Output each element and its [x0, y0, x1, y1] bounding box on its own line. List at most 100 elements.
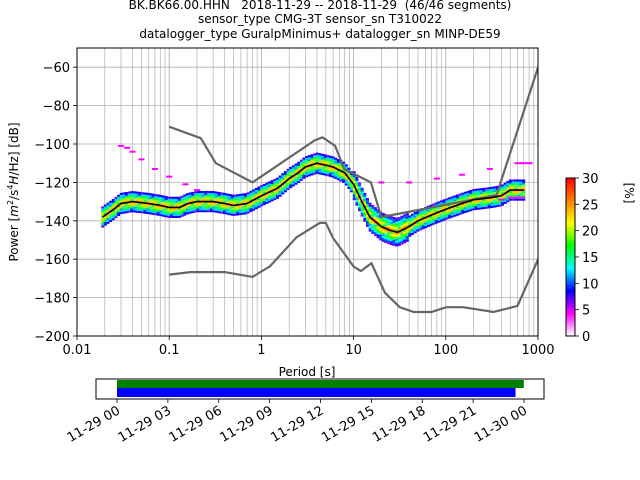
psd-cell: [130, 193, 134, 196]
psd-cell: [241, 210, 245, 213]
psd-cell: [450, 207, 454, 210]
psd-cell: [469, 195, 473, 198]
psd-cell: [376, 224, 380, 227]
psd-cell: [445, 211, 449, 214]
psd-cell: [381, 232, 385, 235]
psd-cell: [392, 224, 396, 227]
psd-cell: [130, 194, 134, 197]
psd-cell: [358, 197, 362, 200]
psd-cell: [352, 178, 356, 181]
psd-cell: [275, 185, 279, 188]
psd-cell: [323, 156, 327, 159]
psd-cell: [156, 196, 160, 199]
psd-cell: [175, 214, 179, 217]
psd-cell: [365, 213, 369, 216]
psd-cell: [395, 238, 399, 241]
psd-cell: [183, 196, 187, 199]
psd-cell: [238, 195, 242, 198]
psd-cell: [384, 239, 388, 242]
psd-cell: [225, 212, 229, 215]
psd-cell: [469, 190, 473, 193]
psd-cell: [159, 198, 163, 201]
psd-cell: [281, 175, 285, 178]
psd-cell: [456, 196, 460, 199]
psd-cell: [225, 201, 229, 204]
psd-cell: [320, 167, 324, 170]
psd-cell: [307, 160, 311, 163]
psd-cell: [320, 172, 324, 175]
psd-cell: [209, 196, 213, 199]
psd-cell: [170, 204, 174, 207]
psd-cell: [477, 188, 481, 191]
psd-cell: [360, 210, 364, 213]
psd-cell: [506, 182, 510, 185]
psd-cell: [347, 183, 351, 186]
psd-cell: [270, 185, 274, 188]
psd-cell: [511, 198, 515, 201]
psd-cell: [477, 201, 481, 204]
psd-cell: [283, 188, 287, 191]
psd-cell: [183, 200, 187, 203]
psd-cell: [424, 220, 428, 223]
psd-cell: [379, 234, 383, 237]
psd-cell: [241, 201, 245, 204]
psd-cell: [440, 211, 444, 214]
psd-cell: [313, 161, 317, 164]
psd-cell: [114, 214, 118, 217]
psd-cell: [421, 225, 425, 228]
psd-cell: [339, 168, 343, 171]
psd-cell: [516, 187, 520, 190]
psd-cell: [514, 194, 518, 197]
psd-cell: [305, 171, 309, 174]
psd-cell: [368, 227, 372, 230]
psd-cell: [381, 234, 385, 237]
psd-cell: [442, 216, 446, 219]
psd-cell: [405, 224, 409, 227]
psd-cell: [368, 202, 372, 205]
psd-cell: [326, 170, 330, 173]
psd-cell: [299, 176, 303, 179]
psd-cell: [432, 215, 436, 218]
psd-cell: [511, 181, 515, 184]
psd-cell: [421, 211, 425, 214]
psd-cell: [217, 199, 221, 202]
psd-cell: [140, 211, 144, 214]
psd-cell: [223, 200, 227, 203]
psd-cell: [445, 209, 449, 212]
psd-cell: [167, 196, 171, 199]
psd-cell: [495, 199, 499, 202]
psd-cell: [299, 173, 303, 176]
psd-cell: [278, 192, 282, 195]
psd-cell: [172, 215, 176, 218]
psd-cell: [373, 230, 377, 233]
psd-cell: [260, 190, 264, 193]
psd-cell: [355, 176, 359, 179]
psd-cell: [297, 165, 301, 168]
psd-cell: [318, 157, 322, 160]
psd-cell: [313, 168, 317, 171]
psd-cell: [331, 156, 335, 159]
psd-cell: [453, 203, 457, 206]
psd-cell: [230, 202, 234, 205]
psd-cell: [358, 203, 362, 206]
psd-cell: [416, 212, 420, 215]
psd-cell: [331, 175, 335, 178]
psd-cell: [167, 204, 171, 207]
psd-cell: [405, 234, 409, 237]
psd-cell: [196, 198, 200, 201]
psd-cell: [278, 194, 282, 197]
psd-cell: [297, 163, 301, 166]
psd-cell: [183, 207, 187, 210]
psd-cell: [196, 204, 200, 207]
psd-cell: [151, 210, 155, 213]
psd-cell: [101, 214, 105, 217]
psd-cell: [389, 220, 393, 223]
psd-cell: [426, 221, 430, 224]
psd-cell: [125, 197, 129, 200]
psd-cell: [400, 227, 404, 230]
psd-cell: [122, 207, 126, 210]
psd-cell: [233, 194, 237, 197]
psd-cell: [503, 201, 507, 204]
psd-cell: [101, 221, 105, 224]
psd-cell: [236, 205, 240, 208]
